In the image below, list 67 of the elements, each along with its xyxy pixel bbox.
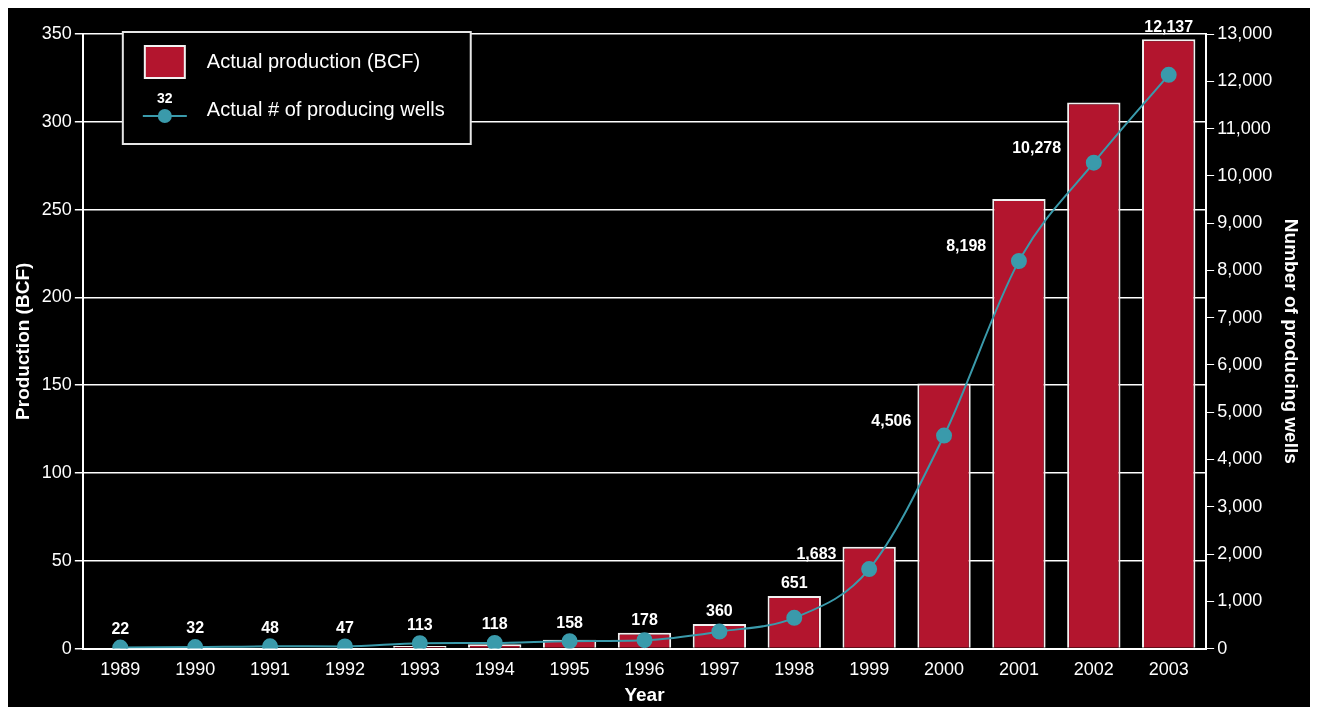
x-tick-label: 1991 [250,659,291,680]
y2-tick-label: 6,000 [1217,353,1263,374]
x-tick-label: 2002 [1073,659,1114,680]
data-label: 4,506 [871,411,912,429]
data-label: 360 [706,602,733,620]
y-tick-label: 200 [41,286,72,307]
point [561,633,578,649]
data-label: 47 [336,618,354,636]
x-tick-label: 1997 [699,659,740,680]
point [1085,154,1102,171]
data-label: 8,198 [946,237,987,255]
y2-tick-label: 9,000 [1217,212,1263,233]
x-tick-label: 1998 [774,659,815,680]
point [1160,66,1177,83]
point [1010,253,1027,270]
x-tick-label: 1994 [474,659,515,680]
x-tick-label: 2003 [1148,659,1189,680]
y2-tick-label: 13,000 [1217,22,1273,43]
y-tick-label: 250 [41,198,72,219]
y2-axis-title: Number of producing wells [1281,218,1303,464]
y2-tick-label: 11,000 [1217,117,1271,138]
data-label: 32 [186,619,205,637]
point [411,635,428,649]
legend-label: Actual production (BCF) [206,49,421,72]
data-label: 12,137 [1144,17,1194,35]
point [936,427,953,444]
y2-tick-label: 0 [1217,637,1228,658]
data-label: 651 [780,574,808,592]
y-tick-label: 100 [41,461,72,482]
y2-tick-label: 2,000 [1217,543,1263,564]
y2-tick-label: 12,000 [1217,70,1273,91]
x-tick-label: 1992 [324,659,365,680]
data-label: 158 [556,613,584,631]
x-tick-label: 1995 [549,659,590,680]
point [636,632,653,649]
legend-label: Actual # of producing wells [206,97,445,120]
x-axis-title: Year [624,683,666,705]
y2-tick-label: 4,000 [1217,448,1263,469]
y2-tick-label: 5,000 [1217,401,1263,422]
x-tick-label: 1989 [100,659,141,680]
y2-tick-label: 7,000 [1217,306,1263,327]
y2-tick-label: 8,000 [1217,259,1263,280]
y2-tick-label: 10,000 [1217,164,1273,185]
y2-tick-label: 3,000 [1217,495,1263,516]
y-tick-label: 50 [51,549,72,570]
x-tick-label: 1993 [399,659,440,680]
data-label: 118 [481,615,508,633]
x-tick-label: 1996 [624,659,665,680]
y-tick-label: 0 [61,637,72,658]
data-label: 178 [631,611,658,629]
x-tick-label: 1999 [849,659,890,680]
y-tick-label: 150 [41,374,72,395]
annotation: 32 [157,89,173,106]
y-tick-label: 300 [41,110,72,131]
x-tick-label: 2001 [998,659,1039,680]
x-tick-label: 1990 [175,659,216,680]
point [861,561,878,578]
point [486,635,503,649]
y2-tick-label: 1,000 [1217,590,1263,611]
data-label: 1,683 [796,545,837,563]
data-label: 10,278 [1012,139,1062,157]
data-label: 22 [111,619,130,637]
y-tick-label: 350 [41,22,72,43]
data-label: 48 [261,618,280,636]
data-label: 113 [406,615,433,633]
x-tick-label: 2000 [924,659,965,680]
y-axis-title: Production (BCF) [11,262,33,420]
